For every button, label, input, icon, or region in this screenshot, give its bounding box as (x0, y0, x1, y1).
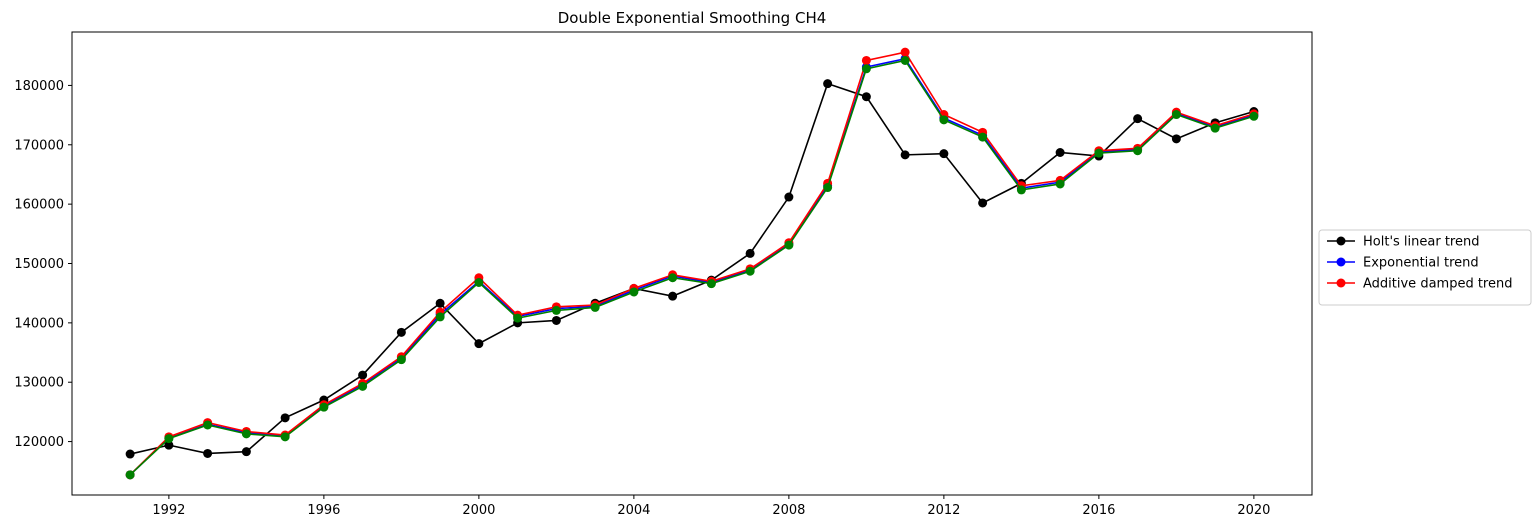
data-point (241, 429, 251, 439)
legend-swatch-marker (1336, 257, 1346, 267)
data-point (358, 381, 368, 391)
series-0 (125, 79, 1259, 459)
series-line (129, 82, 1255, 455)
data-point (474, 339, 484, 349)
legend-item: Exponential trend (1327, 256, 1479, 271)
x-tick-label: 1992 (152, 503, 185, 518)
data-point (1210, 123, 1220, 133)
data-point (861, 64, 871, 74)
data-point (1016, 185, 1026, 195)
data-point (978, 198, 988, 208)
data-point (280, 413, 290, 423)
series-1 (125, 54, 1259, 480)
data-point (1171, 110, 1181, 120)
y-tick-label: 170000 (14, 138, 64, 153)
legend-item: Holt's linear trend (1327, 235, 1479, 250)
data-point (590, 302, 600, 312)
data-point (203, 420, 213, 430)
data-point (551, 305, 561, 315)
plot-frame (71, 31, 1313, 496)
data-point (900, 47, 910, 57)
chart-title: Double Exponential Smoothing CH4 (558, 9, 827, 27)
data-point (1133, 114, 1143, 124)
data-point (164, 434, 174, 444)
data-point (668, 291, 678, 301)
data-point (629, 287, 639, 297)
data-point (513, 313, 523, 323)
plot-layer (125, 47, 1259, 480)
data-point (1133, 146, 1143, 156)
legend-item: Additive damped trend (1327, 277, 1512, 292)
x-tick-label: 2012 (927, 503, 960, 518)
axis-layer: 1992 1996 2000 2004 2008 2012 2016 2020 120000 13… (14, 79, 1270, 518)
data-point (784, 192, 794, 202)
data-point (435, 298, 445, 308)
series-line (129, 57, 1255, 476)
data-point (1249, 111, 1259, 121)
series-3 (125, 55, 1259, 480)
data-point (1055, 147, 1065, 157)
series-line (129, 59, 1255, 476)
data-point (474, 277, 484, 287)
data-point (435, 312, 445, 322)
data-point (1055, 179, 1065, 189)
x-tick-label: 2000 (462, 503, 495, 518)
data-point (125, 470, 135, 480)
data-point (706, 279, 716, 289)
legend-swatch-marker (1336, 236, 1346, 246)
data-point (823, 183, 833, 193)
data-point (823, 79, 833, 89)
x-tick-label: 2016 (1082, 503, 1115, 518)
data-point (1094, 148, 1104, 158)
data-point (396, 327, 406, 337)
data-point (1171, 134, 1181, 144)
x-tick-label: 1996 (307, 503, 340, 518)
series-2 (125, 47, 1259, 480)
legend-label: Exponential trend (1363, 256, 1479, 271)
data-point (319, 402, 329, 412)
y-tick-label: 140000 (14, 316, 64, 331)
y-tick-label: 130000 (14, 376, 64, 391)
series-line (129, 51, 1255, 476)
data-point (745, 266, 755, 276)
data-point (551, 315, 561, 325)
data-point (784, 240, 794, 250)
data-point (396, 355, 406, 365)
data-point (978, 132, 988, 142)
data-point (125, 449, 135, 459)
y-tick-label: 160000 (14, 198, 64, 213)
legend-box (1318, 229, 1532, 306)
y-tick-label: 180000 (14, 79, 64, 94)
data-point (900, 55, 910, 65)
legend-label: Additive damped trend (1363, 277, 1512, 292)
legend-label: Holt's linear trend (1363, 235, 1479, 250)
legend-swatch-marker (1336, 278, 1346, 288)
x-tick-label: 2008 (772, 503, 805, 518)
data-point (358, 370, 368, 380)
y-tick-label: 150000 (14, 257, 64, 272)
data-point (203, 448, 213, 458)
data-point (939, 115, 949, 125)
data-point (280, 432, 290, 442)
legend: Holt's linear trend Exponential trend Addi… (1318, 229, 1532, 306)
y-tick-label: 120000 (14, 435, 64, 450)
x-tick-label: 2004 (617, 503, 650, 518)
data-point (668, 273, 678, 283)
data-point (241, 447, 251, 457)
data-point (164, 440, 174, 450)
data-point (900, 150, 910, 160)
data-point (745, 248, 755, 258)
data-point (939, 149, 949, 159)
x-tick-label: 2020 (1237, 503, 1270, 518)
data-point (861, 55, 871, 65)
data-point (861, 92, 871, 102)
